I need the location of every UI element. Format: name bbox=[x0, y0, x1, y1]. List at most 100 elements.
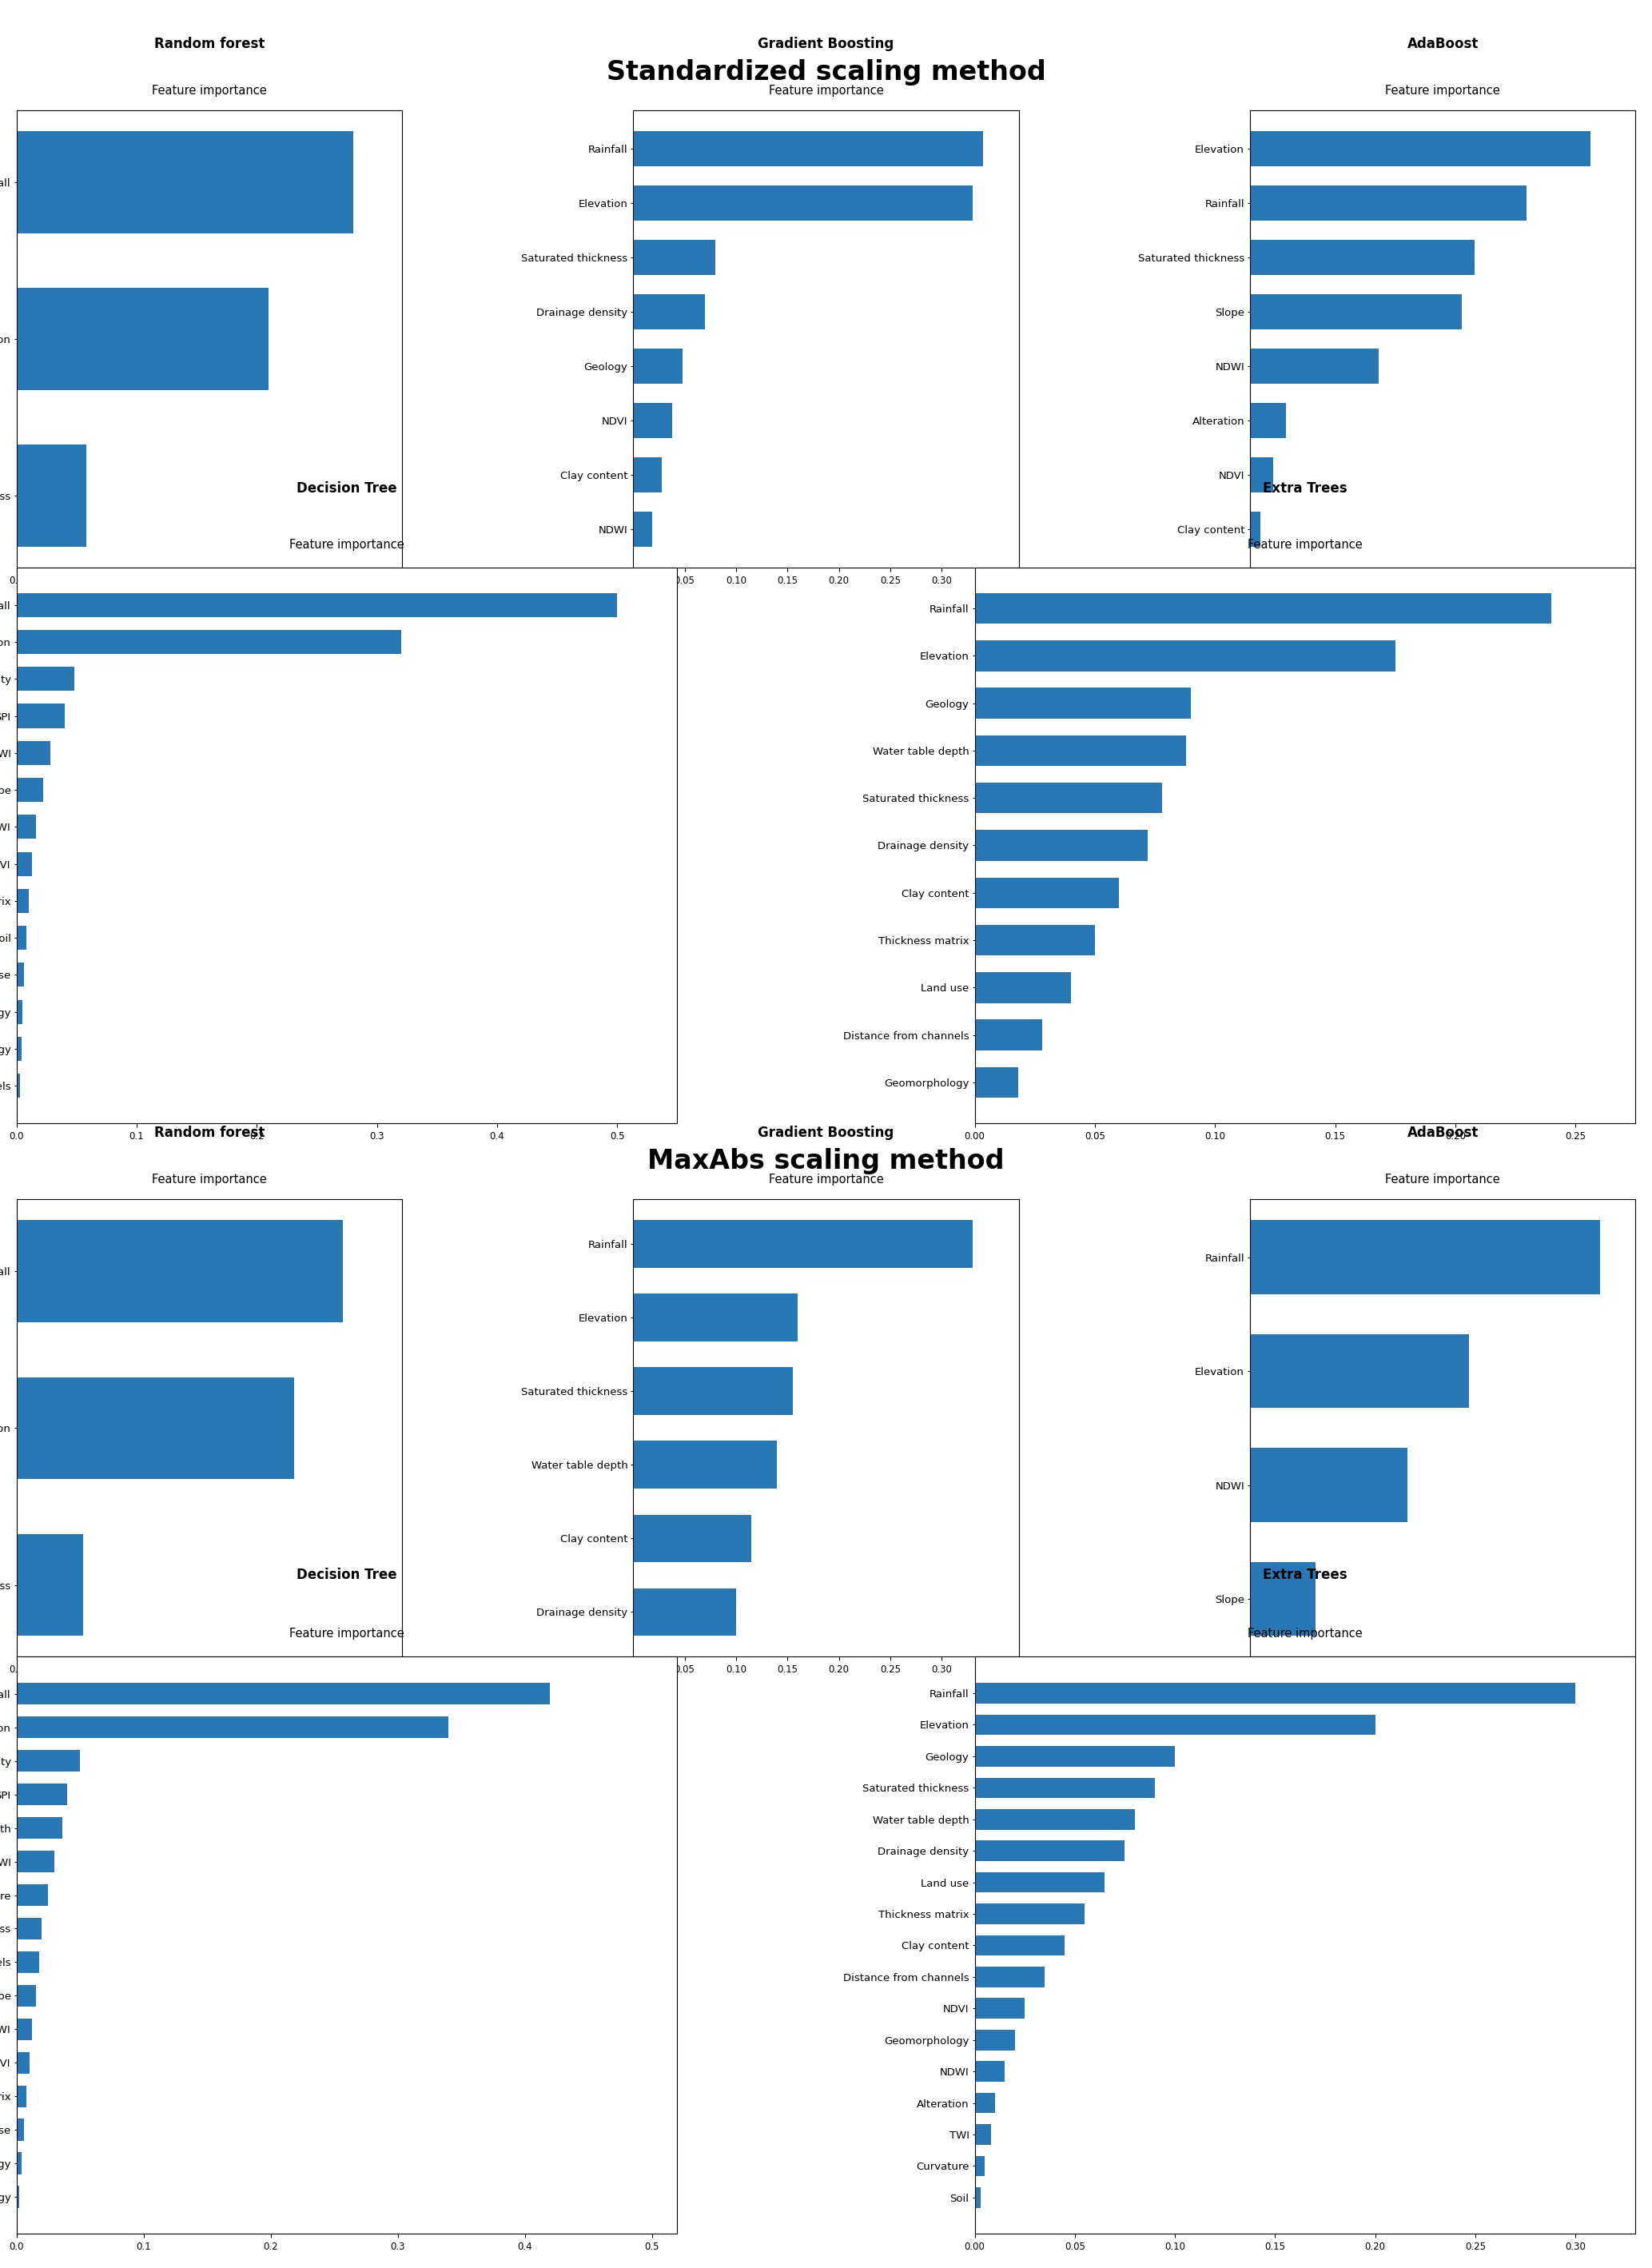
Bar bbox=[633, 349, 682, 383]
Text: MaxAbs scaling method: MaxAbs scaling method bbox=[648, 1148, 1004, 1175]
Bar bbox=[975, 973, 1070, 1002]
Text: Feature importance: Feature importance bbox=[768, 1173, 884, 1186]
Text: Random forest: Random forest bbox=[154, 36, 264, 50]
Bar bbox=[17, 2053, 30, 2073]
Bar bbox=[1251, 1563, 1315, 1635]
Bar bbox=[633, 1293, 798, 1343]
Bar bbox=[975, 1842, 1125, 1862]
Bar bbox=[633, 1440, 776, 1488]
Bar bbox=[975, 2125, 991, 2146]
Bar bbox=[17, 1950, 40, 1973]
Bar bbox=[1251, 1220, 1601, 1295]
Bar bbox=[17, 1073, 20, 1098]
Text: Decision Tree: Decision Tree bbox=[297, 1567, 396, 1581]
Bar bbox=[17, 2152, 21, 2175]
Text: Gradient Boosting: Gradient Boosting bbox=[758, 1125, 894, 1141]
Bar bbox=[1251, 295, 1462, 329]
Bar bbox=[17, 592, 618, 617]
Bar bbox=[633, 458, 662, 492]
Bar bbox=[633, 513, 653, 547]
Bar bbox=[975, 1810, 1135, 1830]
Text: Feature importance: Feature importance bbox=[768, 84, 884, 98]
Bar bbox=[17, 2186, 20, 2207]
Bar bbox=[975, 925, 1095, 955]
Bar bbox=[1251, 186, 1526, 220]
Bar bbox=[975, 878, 1118, 907]
Bar bbox=[975, 1998, 1024, 2019]
Bar bbox=[975, 1021, 1042, 1050]
Bar bbox=[633, 186, 973, 220]
Bar bbox=[975, 2186, 981, 2207]
Bar bbox=[17, 1000, 23, 1023]
Text: Feature importance: Feature importance bbox=[1386, 1173, 1500, 1186]
Bar bbox=[17, 667, 74, 692]
Bar bbox=[633, 404, 672, 438]
Bar bbox=[633, 1588, 737, 1635]
Bar bbox=[17, 1683, 550, 1706]
Bar bbox=[975, 1935, 1066, 1955]
Text: AdaBoost: AdaBoost bbox=[1408, 36, 1479, 50]
Bar bbox=[975, 687, 1191, 719]
Text: Decision Tree: Decision Tree bbox=[297, 481, 396, 494]
Bar bbox=[1251, 513, 1260, 547]
Bar bbox=[17, 1036, 21, 1061]
Bar bbox=[975, 1683, 1576, 1703]
Bar bbox=[975, 592, 1551, 624]
Bar bbox=[17, 853, 31, 875]
Bar bbox=[1251, 132, 1591, 166]
Bar bbox=[975, 2062, 1004, 2082]
Text: Random forest: Random forest bbox=[154, 1125, 264, 1141]
Bar bbox=[1251, 349, 1378, 383]
Bar bbox=[17, 814, 36, 839]
Bar bbox=[17, 1817, 63, 1839]
Text: Feature importance: Feature importance bbox=[152, 1173, 266, 1186]
Bar bbox=[17, 1377, 294, 1479]
Bar bbox=[17, 925, 26, 950]
Bar bbox=[17, 2118, 25, 2141]
Text: Feature importance: Feature importance bbox=[289, 1628, 405, 1640]
Bar bbox=[1251, 1334, 1469, 1408]
Bar bbox=[17, 445, 86, 547]
Bar bbox=[17, 288, 269, 390]
Text: Feature importance: Feature importance bbox=[1247, 1628, 1363, 1640]
Bar bbox=[975, 1746, 1175, 1767]
Bar bbox=[17, 742, 50, 764]
Bar bbox=[17, 2084, 26, 2107]
Bar bbox=[17, 1751, 79, 1771]
Text: Gradient Boosting: Gradient Boosting bbox=[758, 36, 894, 50]
Bar bbox=[975, 1778, 1155, 1799]
Text: Feature importance: Feature importance bbox=[152, 84, 266, 98]
Bar bbox=[17, 132, 354, 234]
Bar bbox=[975, 735, 1186, 767]
Text: Feature importance: Feature importance bbox=[1386, 84, 1500, 98]
Bar bbox=[17, 1919, 41, 1939]
Bar bbox=[633, 1220, 973, 1268]
Bar bbox=[1251, 1447, 1408, 1522]
Bar bbox=[975, 830, 1148, 862]
Bar bbox=[17, 1783, 68, 1805]
Bar bbox=[17, 1717, 449, 1737]
Bar bbox=[1251, 404, 1285, 438]
Bar bbox=[633, 132, 983, 166]
Bar bbox=[17, 2019, 31, 2041]
Bar bbox=[975, 2157, 985, 2177]
Bar bbox=[17, 1984, 36, 2007]
Bar bbox=[975, 2093, 995, 2114]
Bar bbox=[17, 889, 28, 914]
Bar bbox=[975, 1966, 1044, 1987]
Text: Standardized scaling method: Standardized scaling method bbox=[606, 59, 1046, 86]
Bar bbox=[633, 240, 715, 274]
Bar bbox=[1251, 240, 1475, 274]
Bar bbox=[975, 640, 1396, 671]
Bar bbox=[1251, 458, 1274, 492]
Bar bbox=[17, 1220, 342, 1322]
Bar bbox=[975, 1871, 1105, 1892]
Bar bbox=[17, 703, 64, 728]
Text: Feature importance: Feature importance bbox=[1247, 540, 1363, 551]
Bar bbox=[633, 1368, 793, 1415]
Bar bbox=[17, 1533, 83, 1635]
Text: Feature importance: Feature importance bbox=[289, 540, 405, 551]
Bar bbox=[975, 1066, 1018, 1098]
Bar bbox=[633, 1515, 752, 1563]
Text: Extra Trees: Extra Trees bbox=[1262, 1567, 1348, 1581]
